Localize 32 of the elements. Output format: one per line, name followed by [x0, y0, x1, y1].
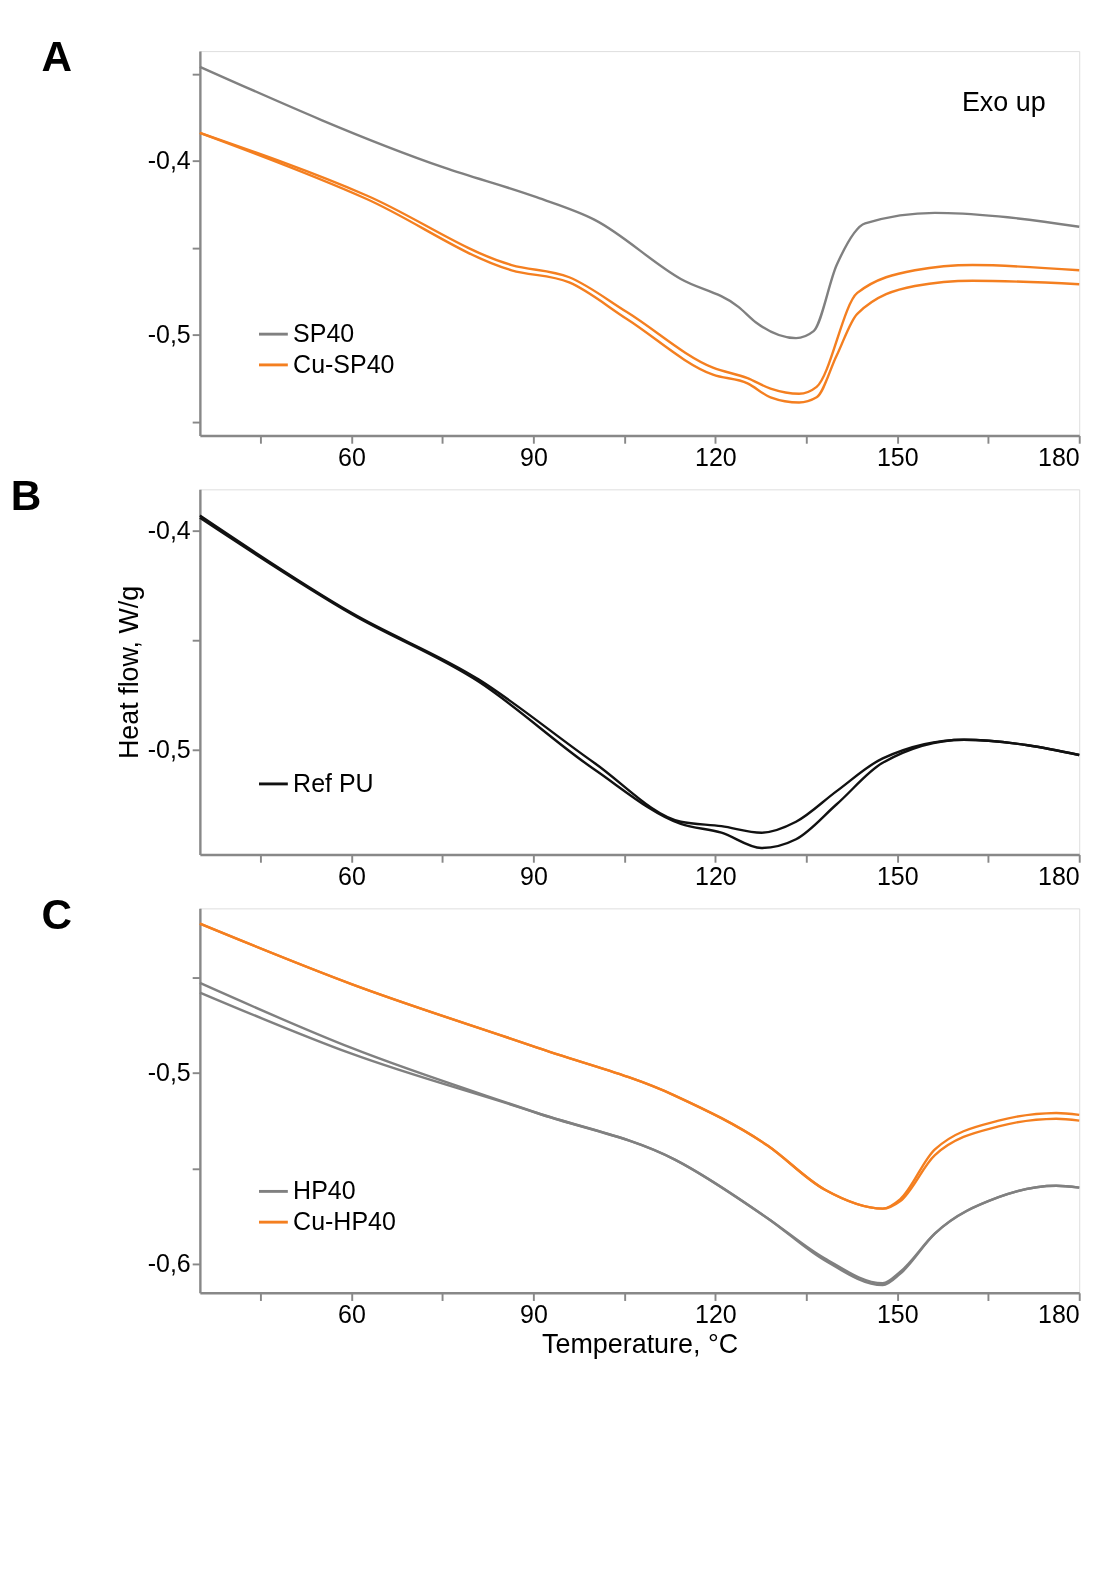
y-tick-label: -0,4 — [147, 145, 191, 174]
x-tick-label: 120 — [695, 442, 737, 471]
legend-label: Cu-HP40 — [293, 1206, 396, 1235]
x-tick-label: 180 — [1038, 442, 1080, 471]
legend-label: SP40 — [293, 318, 355, 347]
x-tick-label: 180 — [1038, 861, 1080, 890]
y-tick-label: -0,4 — [147, 516, 191, 545]
x-tick-label: 60 — [338, 1300, 366, 1329]
y-axis-title: Heat flow, W/g — [114, 585, 145, 760]
x-tick-label: 60 — [338, 861, 366, 890]
x-tick-label: 90 — [520, 861, 548, 890]
x-tick-label: 150 — [876, 861, 919, 890]
legend-label: Ref PU — [293, 768, 374, 797]
chart-title: A — [41, 33, 73, 81]
x-tick-label: 90 — [520, 442, 548, 471]
legend-label: HP40 — [293, 1176, 356, 1205]
annotation: Exo up — [961, 86, 1046, 117]
x-tick-label: 60 — [338, 442, 366, 471]
y-tick-label: -0,5 — [147, 319, 191, 348]
legend-label: Cu-SP40 — [293, 349, 395, 378]
x-tick-label: 120 — [695, 1300, 737, 1329]
x-axis-title: Temperature, °C — [542, 1328, 739, 1359]
y-tick-label: -0,5 — [147, 1058, 191, 1087]
y-tick-label: -0,5 — [147, 734, 191, 763]
y-tick-label: -0,6 — [147, 1249, 191, 1278]
x-tick-label: 150 — [876, 442, 919, 471]
x-tick-label: 90 — [520, 1300, 548, 1329]
x-tick-label: 120 — [695, 861, 737, 890]
chart-title: C — [41, 890, 73, 938]
x-tick-label: 180 — [1038, 1300, 1080, 1329]
chart-title: B — [10, 471, 42, 519]
x-tick-label: 150 — [876, 1300, 919, 1329]
